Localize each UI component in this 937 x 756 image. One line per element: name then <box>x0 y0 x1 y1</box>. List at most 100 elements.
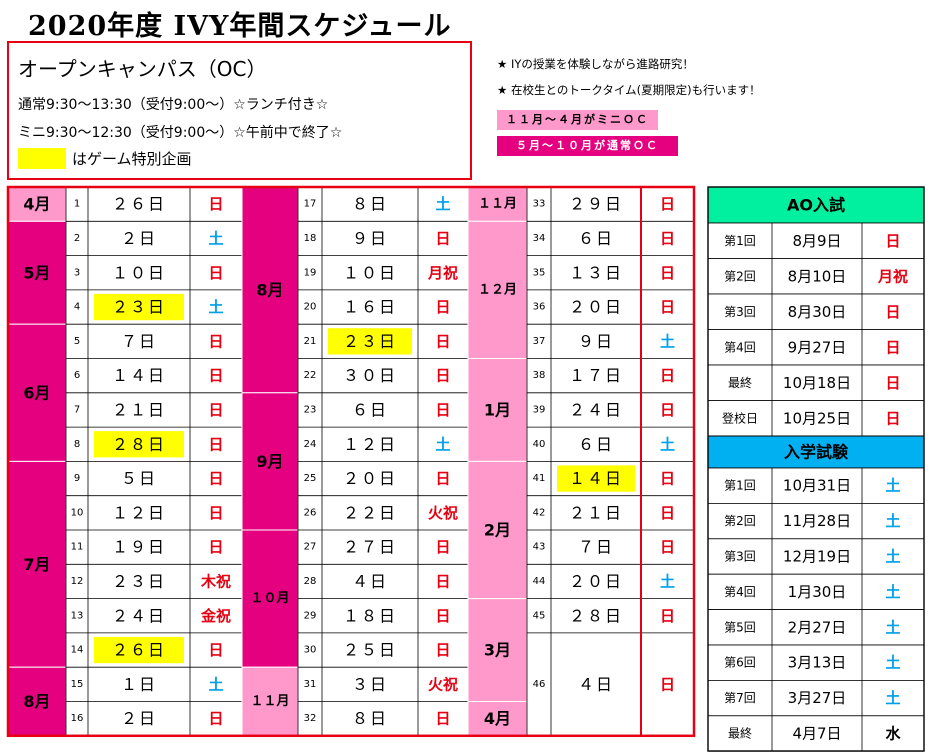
month-cell <box>241 186 299 394</box>
open-campus-title: オープンキャンパス（OC） <box>18 57 267 81</box>
oc-date: ２４日 <box>569 400 623 419</box>
exam-round: 第6回 <box>724 656 756 670</box>
oc-date: １３日 <box>569 263 623 282</box>
row-number: 16 <box>71 713 84 724</box>
game-legend-swatch <box>18 148 66 169</box>
oc-date: ９日 <box>352 229 388 248</box>
row-number: 2 <box>74 233 80 244</box>
month-cell <box>467 358 528 462</box>
ao-weekday: 日 <box>885 338 900 356</box>
oc-weekday: 日 <box>435 401 450 419</box>
oc-date: １６日 <box>343 298 397 317</box>
month-label: 9月 <box>256 452 283 471</box>
oc-weekday: 日 <box>435 367 450 385</box>
oc-date: ２６日 <box>112 195 166 214</box>
oc-date: ４日 <box>352 572 388 591</box>
ao-round: 登校日 <box>722 410 758 425</box>
normal-oc-hours: 通常9:30～13:30（受付9:00～）☆ランチ付き☆ <box>18 97 329 113</box>
row-number: 10 <box>71 507 84 518</box>
oc-date: ８日 <box>352 709 388 728</box>
oc-weekday: 土 <box>208 675 223 693</box>
exam-weekday: 土 <box>885 548 900 566</box>
month-label: 1月 <box>484 400 511 419</box>
ao-date: 10月25日 <box>783 409 851 427</box>
oc-date: ７日 <box>578 538 614 557</box>
exam-round: 最終 <box>728 726 752 741</box>
oc-weekday: 土 <box>208 298 223 316</box>
ao-date: 8月30日 <box>788 303 847 321</box>
oc-weekday: 金祝 <box>200 607 231 625</box>
oc-weekday: 日 <box>208 195 223 213</box>
month-label: 4月 <box>484 709 511 728</box>
oc-date: ２８日 <box>569 606 623 625</box>
oc-weekday: 日 <box>435 641 450 659</box>
oc-weekday: 日 <box>208 264 223 282</box>
oc-weekday: 日 <box>660 470 675 488</box>
ao-round: 最終 <box>728 375 752 390</box>
ao-date: 8月9日 <box>792 232 841 250</box>
row-number: 28 <box>304 576 317 587</box>
oc-date: ２日 <box>121 709 157 728</box>
ao-weekday: 月祝 <box>877 267 908 285</box>
month-label: １１月 <box>250 694 289 709</box>
row-number: 7 <box>74 404 80 415</box>
oc-date: １９日 <box>112 538 166 557</box>
oc-date: ２５日 <box>343 641 397 660</box>
row-number: 45 <box>533 610 546 621</box>
oc-date: ２２日 <box>343 503 397 522</box>
row-number: 32 <box>304 713 317 724</box>
oc-weekday: 日 <box>660 195 675 213</box>
oc-weekday: 日 <box>208 641 223 659</box>
oc-date: ７日 <box>121 332 157 351</box>
exam-round: 第2回 <box>724 514 756 528</box>
oc-date: ２０日 <box>569 572 623 591</box>
exam-weekday: 土 <box>885 689 900 707</box>
row-number: 26 <box>304 507 317 518</box>
row-number: 35 <box>533 267 546 278</box>
row-number: 22 <box>304 370 317 381</box>
exam-round: 第1回 <box>724 479 756 493</box>
ao-weekday: 日 <box>885 409 900 427</box>
month-label: 7月 <box>23 555 50 574</box>
row-number: 21 <box>304 336 317 347</box>
month-cell <box>7 460 67 668</box>
oc-weekday: 日 <box>208 710 223 728</box>
month-cell <box>7 323 67 462</box>
row-number: 33 <box>533 199 546 210</box>
row-number: 23 <box>304 404 317 415</box>
ao-date: 8月10日 <box>788 267 847 285</box>
oc-date: ２９日 <box>569 195 623 214</box>
mini-oc-hours: ミニ9:30～12:30（受付9:00～）☆午前中で終了☆ <box>18 125 343 141</box>
month-label: １０月 <box>250 591 289 606</box>
row-number: 13 <box>71 610 84 621</box>
row-number: 4 <box>74 302 80 313</box>
oc-date: ９日 <box>578 332 614 351</box>
oc-weekday: 日 <box>435 229 450 247</box>
exam-round: 第7回 <box>724 691 756 705</box>
oc-weekday: 土 <box>435 435 450 453</box>
oc-date: ２日 <box>121 229 157 248</box>
row-number: 44 <box>533 576 546 587</box>
oc-date: ２０日 <box>569 298 623 317</box>
exam-round: 第5回 <box>724 620 756 634</box>
oc-weekday: 日 <box>435 298 450 316</box>
exam-row <box>707 609 925 646</box>
page-title: 2020年度 IVY年間スケジュール <box>28 11 452 42</box>
row-number: 8 <box>74 439 80 450</box>
oc-weekday: 土 <box>660 435 675 453</box>
exam-date: 10月31日 <box>783 477 851 495</box>
month-label: 6月 <box>23 383 50 402</box>
row-number: 19 <box>304 267 317 278</box>
row-number: 39 <box>533 404 546 415</box>
oc-weekday: 日 <box>435 710 450 728</box>
game-highlight <box>557 465 635 492</box>
oc-weekday: 日 <box>435 607 450 625</box>
oc-date: ８日 <box>352 195 388 214</box>
ao-weekday: 日 <box>885 303 900 321</box>
game-highlight <box>94 431 184 458</box>
month-cell <box>7 220 67 325</box>
oc-date: １０日 <box>112 263 166 282</box>
exam-weekday: 土 <box>885 618 900 636</box>
exam-weekday: 土 <box>885 654 900 672</box>
